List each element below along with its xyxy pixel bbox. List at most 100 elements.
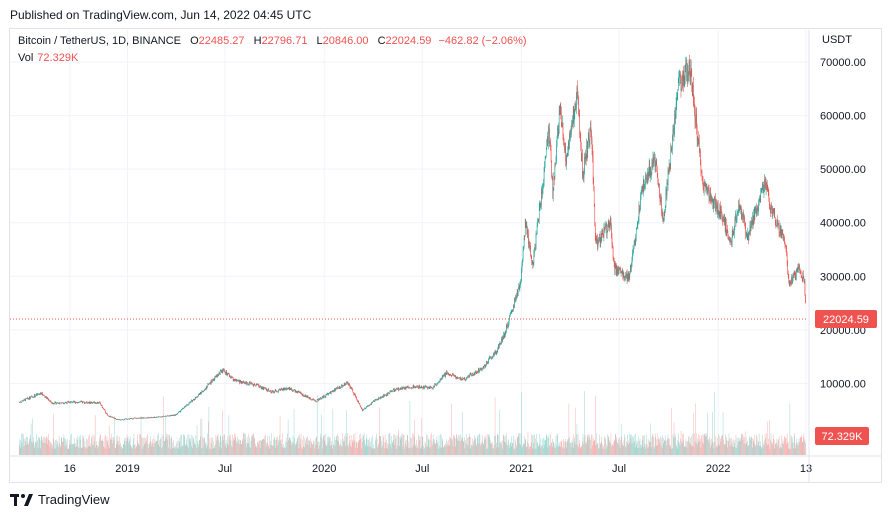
candle-body (664, 211, 665, 219)
volume-bar (299, 443, 301, 455)
candle-body (777, 222, 779, 225)
candle-body (197, 396, 198, 398)
volume-bar (203, 438, 204, 455)
volume-bar (243, 433, 245, 455)
candle-body (748, 234, 750, 240)
candle-body (456, 377, 458, 379)
candle-body (689, 71, 691, 78)
candle-body (733, 234, 735, 236)
candle-body (238, 380, 239, 382)
volume-bar (210, 448, 211, 455)
candle-body (105, 412, 107, 414)
volume-bar (214, 445, 215, 455)
candle-body (215, 376, 216, 378)
candle-body (106, 413, 108, 415)
candle-body (114, 418, 115, 419)
volume-bar (333, 445, 335, 455)
volume-bar (657, 444, 658, 455)
candle-body (245, 382, 246, 384)
candle-body (73, 401, 75, 403)
volume-bar (168, 435, 170, 455)
candle-body (181, 409, 183, 410)
volume-bar (191, 445, 192, 455)
volume-bar (689, 444, 691, 455)
volume-bar (55, 439, 56, 455)
candle-body (482, 368, 483, 370)
candle-body (648, 164, 650, 171)
candle-body (542, 188, 543, 194)
volume-bar (456, 433, 458, 455)
candle-body (373, 400, 375, 402)
candle-body (43, 395, 44, 397)
volume-bar (105, 448, 107, 455)
volume-bar (273, 436, 275, 455)
candle-body (426, 386, 428, 388)
volume-bar (448, 439, 449, 455)
candle-body (461, 379, 463, 381)
candle-body (745, 234, 747, 236)
volume-bar (719, 445, 720, 455)
candle-body (756, 207, 757, 214)
candle-body (376, 399, 377, 401)
candle-body (619, 267, 620, 269)
chart-frame[interactable] (9, 28, 882, 483)
candle-body (106, 413, 107, 414)
volume-bar (769, 448, 771, 455)
volume-bar (647, 447, 648, 455)
volume-bar (441, 447, 442, 455)
volume-bar (190, 434, 192, 455)
candle-body (574, 113, 575, 122)
candle-body (87, 402, 89, 404)
tradingview-brand[interactable]: TradingView (10, 492, 110, 507)
volume-bar (438, 434, 440, 455)
volume-bar (557, 434, 558, 455)
candle-body (588, 135, 590, 140)
candle-body (58, 403, 60, 405)
candle-body (208, 383, 210, 385)
candle-body (519, 285, 521, 290)
volume-bar (24, 438, 26, 455)
volume-bar (397, 434, 399, 455)
candle-body (597, 240, 599, 247)
volume-bar (768, 438, 769, 455)
candle-body (166, 415, 167, 417)
candle-body (140, 417, 141, 419)
volume-bar (274, 439, 276, 455)
candle-body (555, 164, 556, 166)
candle-body (699, 140, 700, 151)
volume-bar (307, 436, 308, 455)
volume-bar (29, 439, 30, 455)
volume-bar (772, 444, 773, 455)
volume-bar (361, 438, 363, 455)
volume-bar (301, 439, 303, 455)
candle-body (619, 267, 621, 269)
volume-bar (360, 439, 361, 455)
volume-bar (509, 445, 510, 455)
candle-body (459, 378, 461, 380)
candle-body (630, 265, 631, 273)
candle-body (301, 393, 302, 395)
candle-body (184, 406, 185, 408)
volume-bar (721, 435, 723, 455)
volume-bar (514, 438, 516, 455)
volume-bar (219, 436, 221, 455)
volume-bar (273, 439, 274, 455)
candle-body (565, 161, 567, 164)
candle-body (446, 371, 448, 374)
candle-body (470, 373, 472, 376)
volume-bar (501, 444, 502, 455)
candle-body (26, 398, 27, 400)
candle-body (140, 417, 142, 419)
volume-bar (624, 434, 625, 455)
volume-bar (497, 434, 499, 455)
volume-bar (491, 442, 492, 455)
volume-bar (258, 440, 260, 455)
candle-body (667, 170, 669, 185)
candle-body (729, 241, 731, 242)
volume-bar (208, 406, 210, 455)
candle-body (793, 272, 795, 275)
candle-body (141, 417, 143, 419)
candle-body (308, 397, 310, 399)
candle-body (418, 385, 420, 389)
